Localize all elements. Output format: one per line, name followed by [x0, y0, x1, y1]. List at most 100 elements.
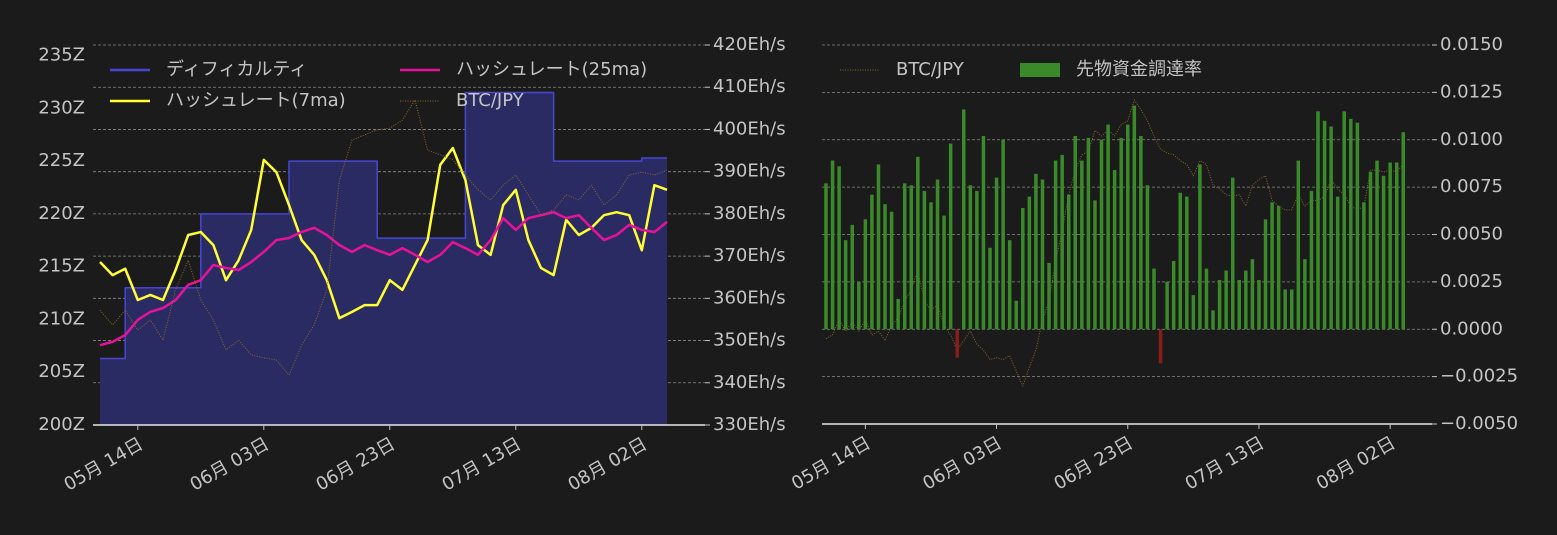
y-tick-label: 235Z: [38, 45, 85, 66]
bar: [870, 194, 874, 330]
bar: [1303, 259, 1307, 330]
bar: [1309, 190, 1314, 330]
y-tick-label: 215Z: [38, 256, 85, 277]
bar: [1106, 124, 1110, 330]
bar: [1335, 196, 1340, 330]
bar: [1086, 137, 1091, 330]
y-tick-label: 210Z: [38, 308, 85, 329]
y-tick-label: 390Eh/s: [713, 161, 786, 182]
bar: [1244, 270, 1248, 330]
bar: [994, 177, 999, 330]
bar: [902, 183, 907, 330]
legend-label: BTC/JPY: [456, 90, 525, 111]
y-tick-label: 420Eh/s: [713, 34, 786, 55]
bar: [1401, 132, 1406, 330]
bar: [922, 190, 927, 330]
bar: [1316, 111, 1320, 330]
bar: [1375, 160, 1379, 330]
bar: [883, 204, 887, 330]
bar: [1158, 329, 1163, 364]
y-tick-label: −0.0025: [1440, 366, 1518, 387]
bar: [1329, 126, 1333, 330]
bar: [1021, 207, 1025, 330]
y-tick-label: 0.0000: [1440, 318, 1503, 339]
bar: [962, 109, 966, 330]
bar: [955, 329, 959, 358]
bar: [1040, 179, 1045, 330]
bar: [1204, 268, 1209, 330]
bar: [1145, 185, 1150, 330]
bar: [1132, 105, 1137, 330]
bar: [975, 190, 979, 330]
bar: [1394, 162, 1399, 330]
legend-label: BTC/JPY: [896, 59, 965, 80]
bar: [1230, 177, 1235, 330]
bar: [916, 156, 920, 330]
bar: [837, 166, 841, 330]
bar: [1139, 135, 1143, 330]
bar: [1224, 270, 1228, 330]
bar: [1290, 289, 1294, 330]
bar: [1362, 202, 1366, 330]
line: [99, 146, 668, 320]
bar: [857, 281, 861, 330]
bar: [1047, 262, 1051, 330]
y-tick-label: 400Eh/s: [713, 118, 786, 139]
bar: [1119, 137, 1123, 330]
bar: [1322, 120, 1327, 330]
bar: [1355, 122, 1360, 330]
bar: [1211, 310, 1215, 330]
y-tick-label: 350Eh/s: [713, 330, 786, 351]
bar: [876, 164, 881, 330]
y-tick-label: 370Eh/s: [713, 245, 786, 266]
y-tick-label: 220Z: [38, 203, 85, 224]
bar: [1060, 154, 1064, 330]
y-tick-label: −0.0050: [1440, 413, 1518, 434]
bar: [1126, 124, 1130, 330]
bar: [968, 185, 973, 330]
bar: [1112, 170, 1117, 330]
bar: [1191, 295, 1196, 330]
y-tick-label: 0.0050: [1440, 224, 1503, 245]
y-tick-label: 340Eh/s: [713, 372, 786, 393]
area: [100, 92, 667, 425]
y-tick-label: 230Z: [38, 97, 85, 118]
bar: [843, 240, 848, 330]
bar: [1283, 289, 1287, 330]
bar: [1388, 162, 1392, 330]
bar: [942, 215, 946, 330]
bar: [1217, 279, 1222, 330]
line: [99, 210, 668, 347]
bar: [1093, 200, 1097, 330]
legend-swatch: [1020, 63, 1060, 77]
bar: [1198, 164, 1202, 330]
bar: [1080, 160, 1084, 330]
y-tick-label: 410Eh/s: [713, 76, 786, 97]
bar: [1014, 300, 1018, 330]
bar: [1185, 196, 1189, 330]
y-tick-label: 330Eh/s: [713, 414, 786, 435]
y-tick-label: 200Z: [38, 414, 85, 435]
bar: [1007, 240, 1012, 330]
y-tick-label: 0.0025: [1440, 271, 1503, 292]
bar: [1368, 171, 1373, 330]
bar: [830, 160, 835, 330]
bar: [1171, 261, 1176, 330]
bar: [1034, 173, 1038, 330]
bar: [1027, 196, 1032, 330]
bar: [909, 185, 914, 330]
bar: [1270, 202, 1274, 330]
y-tick-label: 205Z: [38, 361, 85, 382]
bar: [1073, 135, 1078, 330]
bar: [1066, 194, 1071, 330]
bar: [981, 135, 986, 330]
bar: [1250, 259, 1255, 330]
y-tick-label: 225Z: [38, 150, 85, 171]
bar: [929, 202, 933, 330]
bar: [896, 298, 900, 330]
bar: [1263, 219, 1268, 330]
bar: [1099, 139, 1104, 330]
legend-label: 先物資金調達率: [1076, 59, 1202, 80]
bar: [850, 225, 854, 330]
